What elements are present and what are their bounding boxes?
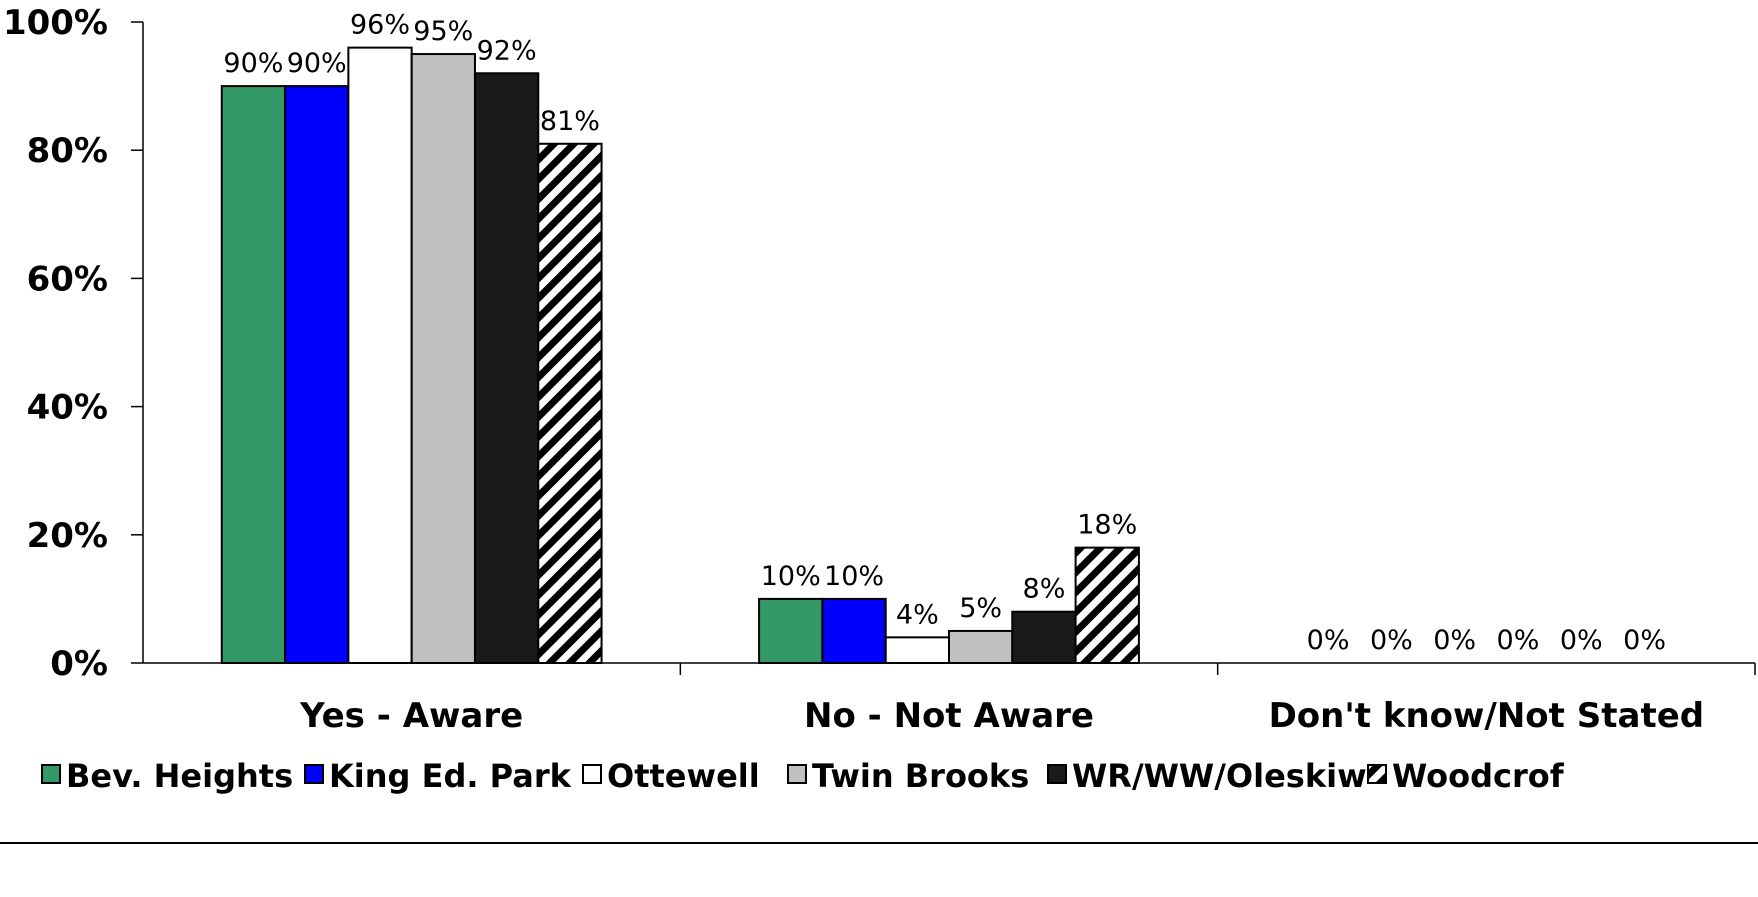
y-tick-label: 40% (27, 388, 108, 428)
bar (1011, 610, 1077, 664)
data-label: 95% (413, 16, 473, 47)
bar (537, 142, 603, 665)
y-tick-label: 20% (27, 516, 108, 556)
data-label: 8% (1023, 574, 1066, 605)
y-tick-label: 100% (3, 3, 108, 43)
data-label: 10% (761, 561, 821, 592)
legend-label: WR/WW/Oleskiw (1072, 757, 1367, 795)
data-label: 0% (1623, 625, 1666, 656)
data-label: 92% (477, 35, 537, 66)
bar (410, 53, 476, 665)
y-tick-label: 0% (50, 644, 108, 684)
y-tick-label: 60% (27, 259, 108, 299)
bar (473, 72, 540, 664)
data-label: 4% (896, 599, 939, 630)
legend: Bev. Heights King Ed. Park Ottewell Twin Br… (41, 757, 1565, 795)
data-label: 18% (1077, 510, 1137, 541)
data-label: 0% (1307, 625, 1350, 656)
data-label: 81% (540, 106, 600, 137)
bar (758, 597, 824, 665)
data-label: 0% (1560, 625, 1603, 656)
bar (1074, 546, 1140, 664)
bar (884, 636, 951, 664)
bar (347, 46, 413, 664)
legend-label: Ottewell (607, 757, 760, 795)
data-label: 90% (287, 48, 347, 79)
bar (284, 85, 350, 665)
legend-label: King Ed. Park (329, 757, 572, 795)
data-label: 0% (1497, 625, 1540, 656)
data-label: 0% (1370, 625, 1413, 656)
legend-swatch (582, 764, 602, 784)
bar (948, 629, 1014, 665)
legend-label: Twin Brooks (812, 757, 1029, 795)
legend-swatch (1367, 764, 1387, 784)
legend-label: Bev. Heights (66, 757, 293, 795)
data-label: 5% (959, 593, 1002, 624)
y-tick-label: 80% (27, 131, 108, 171)
category-label: Don't know/Not Stated (1269, 696, 1705, 736)
bar (220, 85, 287, 665)
bar (821, 597, 887, 665)
category-label: No - Not Aware (804, 696, 1094, 736)
legend-label: Woodcrof (1392, 757, 1565, 795)
legend-swatch (787, 764, 807, 784)
data-label: 96% (350, 10, 410, 41)
data-label: 90% (223, 48, 283, 79)
legend-swatch (41, 764, 61, 784)
data-label: 0% (1433, 625, 1476, 656)
legend-swatch (1047, 764, 1067, 784)
category-label: Yes - Aware (299, 696, 523, 736)
data-label: 10% (824, 561, 884, 592)
legend-swatch (304, 764, 324, 784)
